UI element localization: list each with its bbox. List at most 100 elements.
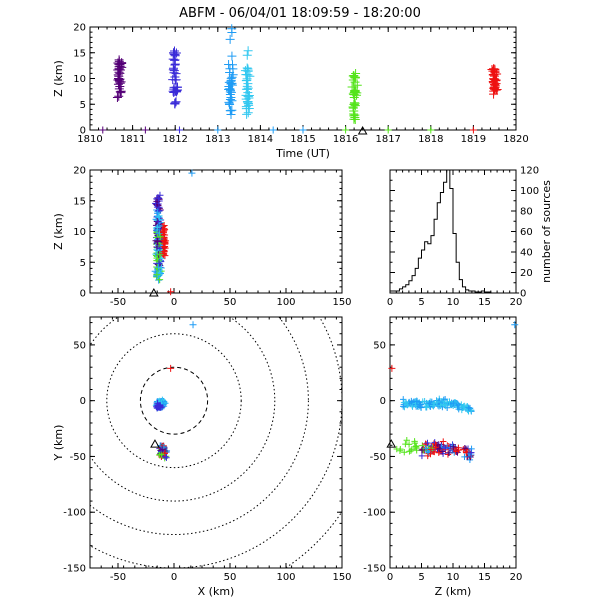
y-tick-label: 10 [73, 227, 86, 238]
source-point [242, 84, 252, 94]
y-tick-label: 120 [520, 166, 539, 177]
source-point [242, 109, 252, 119]
source-point [155, 203, 163, 211]
x-tick-label: 150 [332, 572, 351, 583]
source-point [156, 251, 164, 259]
source-point [450, 399, 457, 407]
y-tick-label: 15 [73, 196, 86, 207]
source-point [424, 447, 431, 455]
source-point [427, 446, 435, 453]
x-axis-label: X (km) [198, 585, 235, 598]
time-height-panel: 1810 1811 1812 1813 1814 1815 1816 1817 1818 1819… [52, 23, 529, 161]
source-point [349, 72, 359, 82]
x-tick-label: 0 [171, 297, 177, 308]
source-point [490, 80, 500, 90]
x-tick-label: 1813 [205, 134, 230, 145]
source-point [349, 111, 359, 121]
x-tick-label: 1814 [248, 134, 273, 145]
x-tick-label: 1817 [375, 134, 400, 145]
source-point [461, 444, 468, 452]
source-point [214, 126, 222, 134]
x-tick-label: 10 [447, 572, 460, 583]
source-point [466, 456, 474, 464]
source-point [244, 103, 254, 113]
source-point [157, 447, 164, 454]
x-tick-label: 1811 [120, 134, 145, 145]
source-point [154, 194, 162, 202]
source-point [170, 99, 180, 109]
source-point [466, 404, 474, 412]
source-point [171, 97, 181, 107]
source-point [455, 444, 462, 451]
source-point [226, 109, 236, 119]
x-tick-label: 1812 [162, 134, 187, 145]
x-axis-label: Time (UT) [275, 147, 330, 160]
source-point [352, 88, 362, 98]
range-ring [139, 366, 209, 435]
source-point [349, 98, 359, 108]
x-tick-label: 1816 [333, 134, 358, 145]
y-tick-label: -50 [70, 452, 86, 463]
station-marker [357, 125, 368, 135]
plot-frame [89, 316, 343, 569]
source-point [225, 68, 235, 78]
source-point [350, 87, 360, 97]
y-tick-label: 20 [73, 166, 86, 177]
source-point [112, 92, 122, 102]
x-tick-label: -50 [110, 297, 126, 308]
source-point [162, 237, 170, 245]
plan-view-panel: -50 0 50 100 150 -150 -100 -50 0 50 X (km) Y (km) [52, 316, 352, 598]
source-point [169, 87, 179, 97]
source-point [175, 126, 183, 134]
source-point [153, 271, 161, 279]
y-axis-label: number of sources [540, 180, 553, 283]
x-tick-label: 100 [276, 297, 295, 308]
source-point [225, 95, 235, 105]
source-point [442, 444, 449, 452]
y-tick-label: 20 [520, 268, 533, 279]
source-point [188, 169, 196, 177]
range-ring [90, 317, 309, 535]
source-point [406, 400, 414, 407]
source-point [413, 442, 420, 450]
source-point [446, 398, 453, 405]
source-point [435, 449, 442, 456]
plot-area [90, 317, 342, 568]
y-tick-label: 100 [520, 186, 539, 197]
source-point [153, 243, 161, 251]
range-ring [106, 333, 242, 469]
source-point [388, 364, 396, 372]
y-tick-label: -150 [63, 564, 86, 575]
source-point [161, 244, 169, 252]
y-tick-label: 0 [80, 396, 86, 407]
source-point [403, 436, 410, 444]
source-point [511, 321, 519, 329]
x-tick-label: 15 [478, 297, 491, 308]
source-point [412, 443, 419, 451]
source-point [350, 86, 360, 96]
source-point [153, 237, 161, 245]
source-point [141, 126, 149, 134]
source-point [224, 59, 234, 69]
source-point [350, 114, 360, 124]
source-point [171, 69, 181, 79]
source-point [155, 403, 163, 410]
y-tick-label: -100 [63, 508, 86, 519]
source-point [429, 444, 436, 452]
y-tick-label: 50 [73, 340, 86, 351]
source-point [169, 48, 179, 58]
source-point [167, 364, 175, 372]
source-point [455, 405, 462, 413]
y-axis-label: Y (km) [52, 425, 65, 462]
plot-title: ABFM - 06/04/01 18:09:59 - 18:20:00 [179, 6, 421, 21]
source-point [244, 93, 254, 103]
source-point [169, 68, 179, 78]
x-tick-label: 15 [478, 572, 491, 583]
source-point [417, 404, 425, 411]
x-tick-label: 0 [387, 297, 393, 308]
x-tick-label: 50 [224, 572, 237, 583]
source-point [413, 398, 421, 405]
source-point [350, 77, 360, 87]
x-tick-label: 100 [276, 572, 295, 583]
